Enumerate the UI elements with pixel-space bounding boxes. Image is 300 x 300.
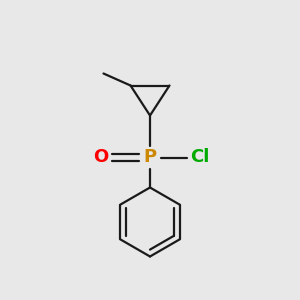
Text: Cl: Cl	[190, 148, 209, 166]
Text: O: O	[93, 148, 108, 166]
Text: P: P	[143, 148, 157, 166]
